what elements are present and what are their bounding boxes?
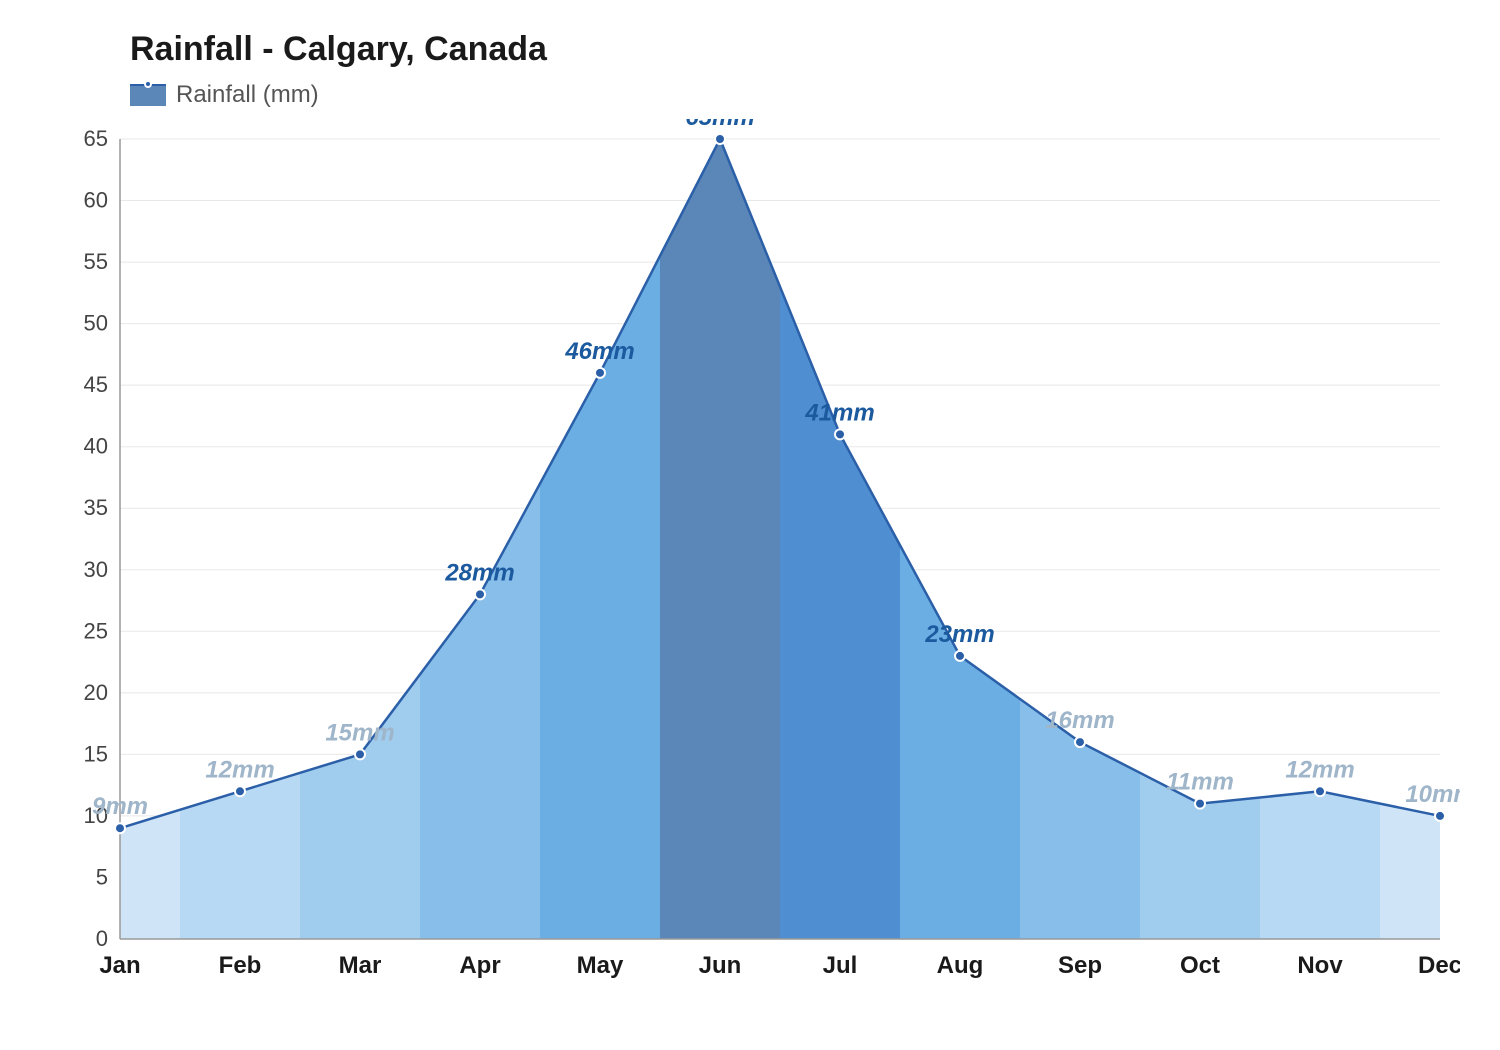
area-segment (1380, 804, 1440, 939)
data-point (1435, 811, 1445, 821)
data-point (595, 368, 605, 378)
x-tick-label: Nov (1297, 952, 1343, 979)
data-point (1075, 737, 1085, 747)
chart-title: Rainfall - Calgary, Canada (130, 30, 1460, 69)
data-point (115, 823, 125, 833)
y-tick-label: 45 (84, 372, 108, 397)
y-tick-label: 65 (84, 126, 108, 151)
x-tick-label: Jan (99, 952, 140, 979)
x-tick-label: Jul (823, 952, 858, 979)
data-label: 65mm (685, 119, 754, 131)
x-tick-label: Sep (1058, 952, 1102, 979)
y-tick-label: 0 (96, 926, 108, 951)
data-point (1315, 786, 1325, 796)
x-tick-label: Feb (219, 952, 262, 979)
legend: Rainfall (mm) (130, 81, 1460, 109)
data-label: 10mm (1405, 781, 1460, 808)
area-segment (1020, 699, 1140, 939)
data-label: 46mm (564, 338, 634, 365)
area-segment (120, 810, 180, 939)
x-tick-label: Apr (459, 952, 500, 979)
data-label: 11mm (1166, 769, 1234, 796)
data-label: 28mm (444, 559, 514, 586)
x-tick-label: Aug (937, 952, 984, 979)
x-tick-label: Mar (339, 952, 382, 979)
x-tick-label: Dec (1418, 952, 1460, 979)
y-tick-label: 60 (84, 188, 108, 213)
y-tick-label: 15 (84, 741, 108, 766)
data-label: 16mm (1045, 707, 1114, 734)
y-tick-label: 50 (84, 311, 108, 336)
x-tick-label: May (577, 952, 624, 979)
y-tick-label: 5 (96, 864, 108, 889)
y-tick-label: 20 (84, 680, 108, 705)
y-tick-label: 25 (84, 618, 108, 643)
data-point (1195, 799, 1205, 809)
data-label: 41mm (804, 399, 874, 426)
x-tick-label: Jun (699, 952, 742, 979)
data-label: 12mm (205, 756, 274, 783)
data-point (235, 786, 245, 796)
data-point (835, 429, 845, 439)
data-label: 9mm (92, 793, 148, 820)
x-tick-label: Oct (1180, 952, 1220, 979)
area-segment (900, 545, 1020, 939)
area-segment (420, 484, 540, 939)
area-segment (180, 773, 300, 939)
chart-svg: 051015202530354045505560659mm12mm15mm28m… (40, 119, 1460, 999)
rainfall-chart: 051015202530354045505560659mm12mm15mm28m… (40, 119, 1460, 999)
area-segment (660, 139, 780, 939)
area-segment (780, 287, 900, 939)
area-segment (1260, 791, 1380, 939)
y-tick-label: 35 (84, 495, 108, 520)
legend-swatch (130, 84, 166, 106)
legend-label: Rainfall (mm) (176, 81, 319, 109)
area-segment (300, 674, 420, 939)
data-label: 12mm (1285, 756, 1354, 783)
y-tick-label: 40 (84, 434, 108, 459)
data-label: 15mm (325, 719, 394, 746)
y-tick-label: 30 (84, 557, 108, 582)
y-tick-label: 55 (84, 249, 108, 274)
data-point (355, 749, 365, 759)
data-point (955, 651, 965, 661)
data-point (475, 589, 485, 599)
data-label: 23mm (924, 621, 994, 648)
data-point (715, 134, 725, 144)
